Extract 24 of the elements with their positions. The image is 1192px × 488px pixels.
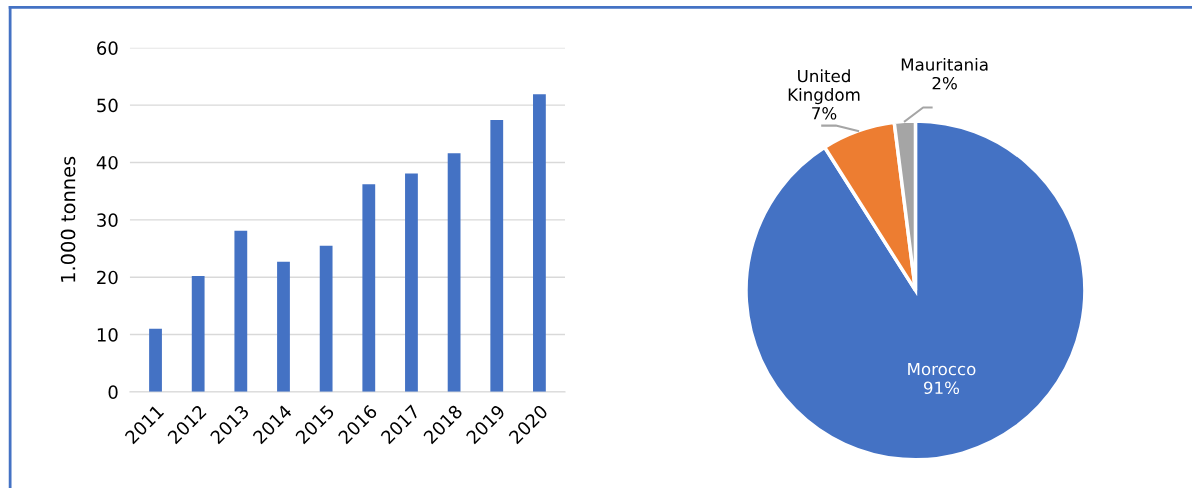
- slice-label: United Kingdom: [788, 69, 860, 105]
- bar: [234, 230, 248, 392]
- bar: [277, 261, 290, 392]
- bar: [447, 153, 461, 392]
- y-tick-label: 0: [108, 385, 118, 399]
- bar: [319, 245, 333, 392]
- y-tick-label: 40: [96, 155, 118, 170]
- y-tick-label: 30: [97, 213, 118, 227]
- data-label: 2%: [932, 76, 957, 90]
- bar: [362, 184, 376, 392]
- y-tick-label: 10: [97, 327, 118, 342]
- bar: [191, 276, 205, 392]
- bar: [405, 173, 418, 392]
- data-label: 91%: [923, 381, 960, 395]
- y-axis-title: 1.000 tonnes: [60, 156, 76, 282]
- slice-label: Morocco: [908, 362, 976, 376]
- y-tick-label: 20: [97, 270, 118, 285]
- slice-label: Mauritania: [901, 57, 988, 71]
- bar: [149, 328, 162, 392]
- bar: [490, 120, 504, 392]
- data-label: 7%: [812, 106, 837, 120]
- bar: [533, 94, 546, 392]
- y-tick-label: 60: [97, 41, 118, 55]
- y-tick-label: 50: [97, 98, 118, 113]
